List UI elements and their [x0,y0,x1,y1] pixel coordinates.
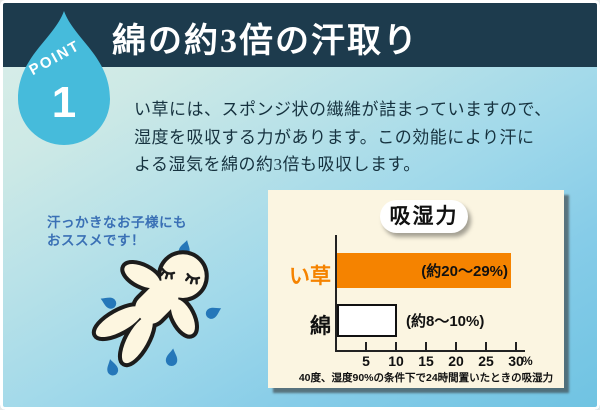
chart-title-pill: 吸湿力 [380,200,468,233]
sweat-drop-icon [165,347,179,367]
body-line-1: い草には、スポンジ状の繊維が詰まっていますので、 [134,100,552,119]
body-line-3: よる湿気を綿の約3倍も吸収します。 [134,155,421,174]
closed-eyes [160,267,201,285]
bar-label-igusa: い草 [289,265,331,288]
body-line-2: 湿度を吸収する力があります。この効能により汗に [134,127,535,147]
x-axis-unit-label: % [522,354,533,368]
sweat-drop-icon [203,303,224,321]
absorption-chart-panel: 吸湿力 5 10 15 20 25 30 % い草 (約20～29%) 綿 (約8～10%… [268,190,564,388]
x-axis-line [335,350,525,352]
sweating-person-doodle [55,233,260,403]
bar-row-igusa: (約20～29%) [337,253,511,288]
bar-cotton [337,304,397,337]
bar-annotation-igusa: (約20～29%) [421,263,508,280]
bar-row-cotton: (約8～10%) [337,304,484,337]
body-paragraph: い草には、スポンジ状の繊維が詰まっていますので、 湿度を吸収する力があります。こ… [134,96,552,179]
note-line-1: 汗っかきなお子様にも [47,215,187,230]
note-line-2: おススメです！ [47,232,145,248]
chart-caption: 40度、湿度90%の条件下で24時間置いたときの吸湿力 [298,372,554,384]
handwritten-note: 汗っかきなお子様にも おススメです！ [47,214,187,249]
sweat-drop-icon [98,293,119,311]
bar-igusa: (約20～29%) [337,253,511,288]
y-axis-line [335,235,337,352]
water-drop-badge-icon: POINT 1 [18,11,110,145]
sweat-drop-icon [104,357,120,377]
header-bar [3,3,597,67]
water-drop-shape [18,11,110,145]
bar-annotation-cotton: (約8～10%) [406,313,485,330]
badge-number: 1 [52,78,76,127]
bar-label-cotton: 綿 [310,315,331,338]
page-title: 綿の約3倍の汗取り [112,23,419,60]
